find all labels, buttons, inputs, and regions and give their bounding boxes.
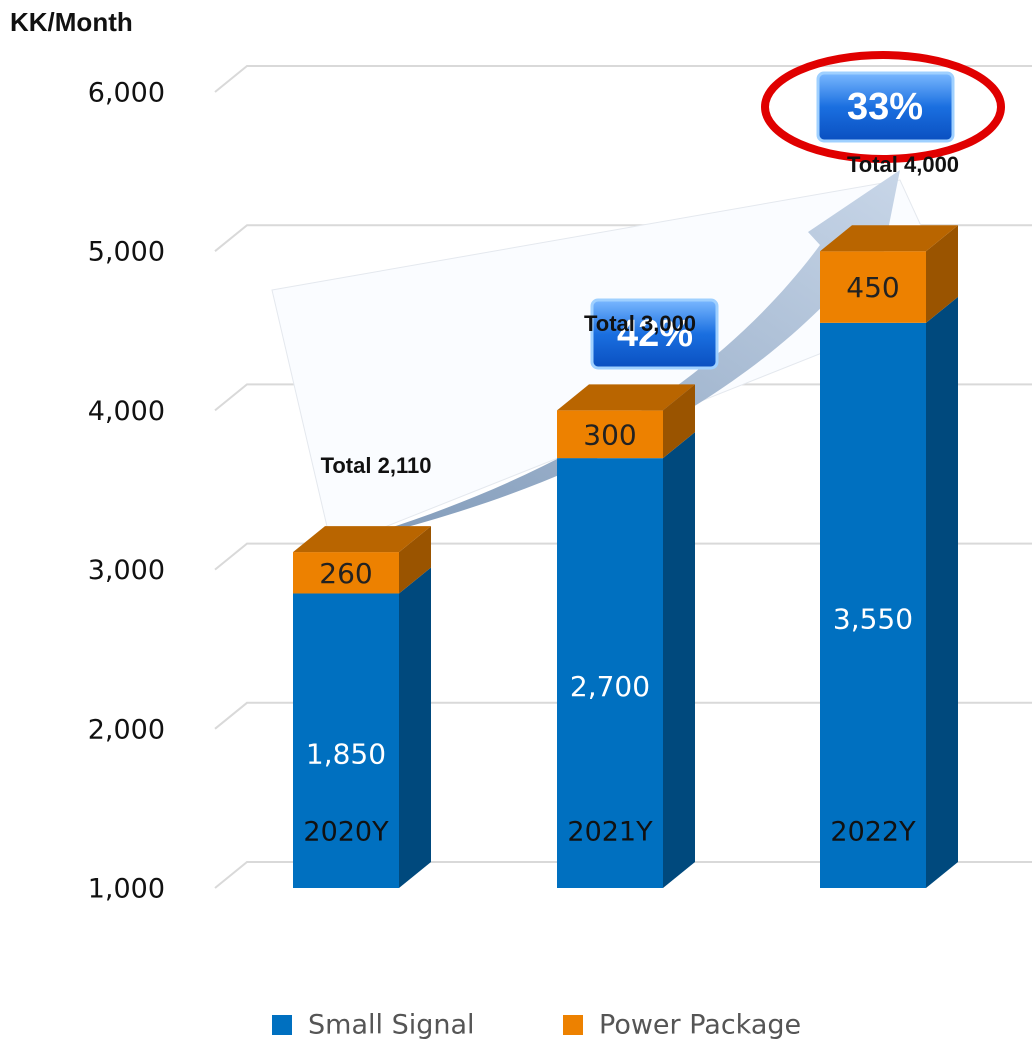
legend-swatch: [563, 1015, 583, 1035]
bar-side: [926, 225, 958, 323]
total-label: Total 2,110: [321, 453, 432, 478]
y-axis-label: KK/Month: [10, 7, 133, 37]
bar-segment: [293, 593, 399, 888]
value-label: 3,550: [833, 602, 913, 635]
y-tick-label: 1,000: [88, 874, 165, 905]
value-label: 300: [583, 418, 636, 451]
bar-side: [399, 567, 431, 888]
x-tick-label: 2021Y: [567, 817, 653, 848]
total-label: Total 4,000: [847, 152, 959, 177]
y-tick-label: 2,000: [88, 714, 165, 745]
total-label: Total 3,000: [584, 311, 696, 336]
growth-label: 42%: [617, 313, 693, 355]
y-tick-label: 3,000: [88, 555, 165, 586]
value-label: 450: [846, 271, 899, 304]
bar-side: [663, 384, 695, 459]
value-label: 260: [319, 557, 372, 590]
growth-label: 33%: [847, 86, 923, 128]
growth-badge: [816, 71, 955, 143]
x-tick-label: 2022Y: [830, 817, 916, 848]
bar-top: [293, 526, 431, 553]
grid-line: [214, 65, 1032, 93]
grid-line: [214, 383, 1032, 412]
legend-label: Small Signal: [308, 1010, 475, 1041]
bar-side: [926, 296, 958, 889]
y-tick-label: 4,000: [88, 396, 165, 427]
bar-side: [399, 526, 431, 594]
highlight-circle: [761, 51, 1005, 163]
y-tick-label: 6,000: [88, 78, 165, 109]
bar-side: [663, 432, 695, 888]
legend-swatch: [272, 1015, 292, 1035]
bar-segment: [820, 251, 926, 323]
growth-badge: [590, 298, 719, 370]
bar-segment: [820, 322, 926, 889]
y-tick-label: 5,000: [88, 237, 165, 268]
bar-top: [820, 225, 958, 252]
value-label: 2,700: [570, 670, 650, 703]
grid-line: [214, 701, 1032, 730]
bar-top: [557, 384, 695, 411]
legend-label: Power Package: [599, 1010, 801, 1041]
grid-line: [214, 861, 1032, 889]
bar-segment: [557, 458, 663, 888]
x-tick-label: 2020Y: [303, 817, 389, 848]
bar-segment: [557, 410, 663, 459]
bar-segment: [293, 552, 399, 594]
grid-line: [214, 542, 1032, 571]
value-label: 1,850: [306, 738, 386, 771]
